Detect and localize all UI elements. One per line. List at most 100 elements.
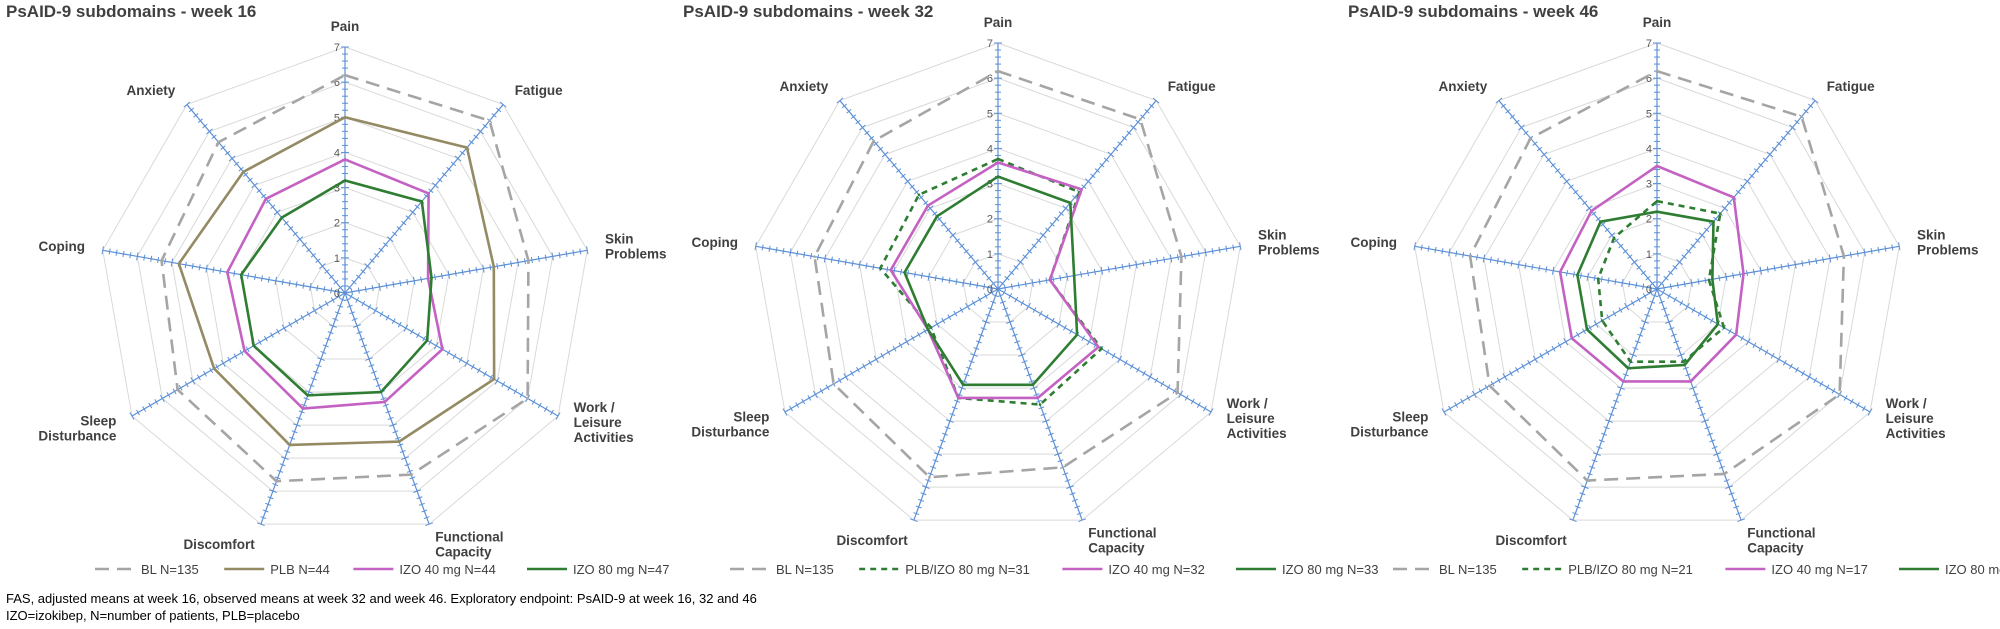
- grid-ring-6: [1448, 77, 1866, 488]
- tick-label: 3: [1646, 179, 1652, 191]
- data-point-izo-40-mg-n-17-discomfort: [1622, 380, 1625, 383]
- axis-spoke-sleep-disturbance: [1443, 288, 1658, 413]
- axis-label-functional-capacity: Functional Capacity: [435, 530, 503, 560]
- axis-label-coping: Coping: [39, 239, 86, 254]
- data-point-izo-40-mg-n-17-functional-capacity: [1689, 380, 1692, 383]
- footnote-line-1: FAS, adjusted means at week 16, observed…: [6, 591, 757, 606]
- axis-minor-ticks: [1002, 289, 1214, 416]
- series-bl-n-135: [160, 73, 530, 483]
- tick-label: 2: [987, 214, 993, 226]
- axis-label-coping: Coping: [1351, 235, 1398, 250]
- data-point-bl-n-135-work-leisure-activities: [526, 397, 529, 400]
- grid-ring-5: [171, 116, 519, 459]
- data-point-plb-n-44-discomfort: [288, 443, 292, 447]
- chart-title: PsAID-9 subdomains - week 46: [1348, 2, 1598, 21]
- data-point-izo-80-mg-n-21-sleep-disturbance: [1585, 328, 1589, 331]
- axis-label-anxiety: Anxiety: [127, 83, 176, 98]
- data-point-izo-80-mg-n-33-coping: [903, 271, 906, 274]
- data-point-plb-izo-80-mg-n-31-sleep-disturbance: [929, 326, 933, 329]
- data-point-bl-n-135-discomfort: [928, 475, 931, 479]
- data-point-izo-80-mg-n-47-coping: [239, 273, 243, 276]
- legend-entry-izo-80-mg-n-47: IZO 80 mg N=47: [527, 562, 669, 577]
- legend-entry-plb-izo-80-mg-n-21: PLB/IZO 80 mg N=21: [1522, 562, 1693, 577]
- axis-spoke-fatigue: [344, 104, 504, 294]
- data-point-bl-n-135-discomfort: [275, 479, 278, 483]
- data-point-izo-40-mg-n-44-coping: [226, 270, 229, 274]
- data-point-bl-n-135-anxiety: [1529, 136, 1532, 140]
- data-point-bl-n-135-functional-capacity: [409, 473, 413, 476]
- data-point-izo-40-mg-n-44-anxiety: [264, 197, 268, 201]
- data-point-plb-n-44-fatigue: [465, 146, 469, 149]
- data-point-bl-n-135-skin-problems: [1180, 255, 1183, 258]
- data-point-bl-n-135-anxiety: [217, 140, 220, 144]
- grid-ring-5: [824, 112, 1172, 455]
- tick-label: 2: [334, 218, 340, 230]
- data-point-izo-40-mg-n-44-pain: [343, 158, 347, 161]
- legend-label: PLB/IZO 80 mg N=21: [1568, 562, 1693, 577]
- tick-label: 6: [334, 77, 340, 89]
- axis-label-discomfort: Discomfort: [836, 533, 908, 548]
- axis-label-sleep-disturbance: Sleep Disturbance: [1350, 410, 1429, 440]
- data-point-bl-n-135-coping: [813, 255, 816, 258]
- tick-label: 7: [334, 42, 340, 54]
- tick-label: 0: [987, 284, 993, 296]
- data-point-plb-n-44-skin-problems: [492, 265, 496, 269]
- data-point-izo-40-mg-n-32-discomfort: [957, 396, 960, 400]
- data-point-plb-izo-80-mg-n-21-skin-problems: [1707, 278, 1711, 282]
- series-izo-40-mg-n-17: [1558, 164, 1745, 383]
- data-point-bl-n-135-functional-capacity: [1723, 472, 1726, 476]
- data-point-izo-40-mg-n-32-work-leisure-activities: [1097, 345, 1100, 349]
- axis-minor-ticks: [1661, 289, 1873, 416]
- axis-label-fatigue: Fatigue: [1827, 79, 1875, 94]
- legend-entry-bl-n-135: BL N=135: [95, 562, 199, 577]
- data-point-izo-40-mg-n-17-sleep-disturbance: [1570, 336, 1574, 340]
- axis-spoke-sleep-disturbance: [784, 288, 999, 413]
- axis-spoke-skin-problems: [997, 245, 1241, 290]
- data-point-bl-n-135-fatigue: [1800, 115, 1803, 119]
- legend-label: BL N=135: [776, 562, 834, 577]
- legend-entry-izo-80-mg-n-21: IZO 80 mg N=21: [1899, 562, 2000, 577]
- data-point-izo-40-mg-n-17-pain: [1655, 164, 1659, 168]
- data-point-plb-izo-80-mg-n-31-pain: [996, 157, 1000, 161]
- axis-minor-ticks: [1413, 242, 1652, 291]
- axis-spoke-sleep-disturbance: [131, 292, 346, 417]
- series-plb-n-44: [177, 115, 496, 447]
- tick-label: 6: [987, 73, 993, 85]
- data-point-bl-n-135-fatigue: [1139, 118, 1142, 121]
- data-point-izo-40-mg-n-17-fatigue: [1732, 196, 1736, 199]
- axis-spoke-fatigue: [1656, 100, 1816, 290]
- legend-label: IZO 40 mg N=32: [1108, 562, 1204, 577]
- grid-ring-7: [755, 42, 1241, 521]
- axis-spoke-work-leisure-activities: [997, 288, 1212, 413]
- axis-label-coping: Coping: [692, 235, 739, 250]
- data-point-plb-n-44-anxiety: [242, 170, 245, 174]
- data-point-izo-40-mg-n-17-anxiety: [1590, 209, 1593, 213]
- legend-label: IZO 80 mg N=33: [1282, 562, 1378, 577]
- series-bl-n-135: [813, 69, 1183, 479]
- legend-label: IZO 40 mg N=17: [1771, 562, 1867, 577]
- data-point-bl-n-135-discomfort: [1585, 479, 1589, 482]
- tick-label: 1: [334, 253, 340, 265]
- data-point-bl-n-135-pain: [343, 73, 347, 77]
- axis-label-pain: Pain: [1643, 15, 1672, 30]
- data-point-izo-80-mg-n-33-anxiety: [935, 215, 939, 218]
- data-point-izo-40-mg-n-44-skin-problems: [426, 277, 430, 280]
- data-point-izo-80-mg-n-47-pain: [343, 179, 347, 182]
- data-point-izo-40-mg-n-32-fatigue: [1080, 188, 1083, 191]
- data-point-bl-n-135-work-leisure-activities: [1176, 391, 1179, 394]
- legend-entry-izo-40-mg-n-44: IZO 40 mg N=44: [353, 562, 496, 577]
- data-point-izo-80-mg-n-47-discomfort: [306, 394, 310, 397]
- data-point-plb-izo-80-mg-n-31-functional-capacity: [1038, 403, 1042, 406]
- axis-spoke-functional-capacity: [344, 292, 430, 525]
- legend-entry-bl-n-135: BL N=135: [730, 562, 834, 577]
- grid-ring-2: [1587, 218, 1727, 356]
- tick-label: 7: [1646, 38, 1652, 50]
- data-point-izo-80-mg-n-47-sleep-disturbance: [252, 344, 255, 348]
- axis-minor-ticks: [836, 97, 997, 286]
- axis-minor-ticks: [349, 293, 561, 420]
- axis-minor-ticks: [256, 298, 346, 527]
- grid-ring-7: [102, 46, 588, 525]
- grid-ring-4: [206, 151, 484, 426]
- data-point-plb-n-44-coping: [177, 262, 181, 266]
- grid-ring-1: [1621, 253, 1693, 323]
